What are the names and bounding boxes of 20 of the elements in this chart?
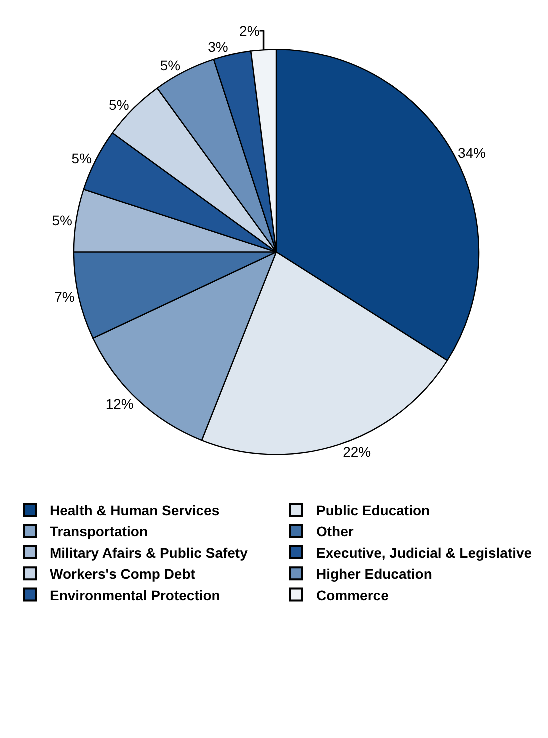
legend-label: Health & Human Services: [50, 502, 220, 518]
data-label: 12%: [106, 396, 134, 412]
legend-label: Higher Education: [316, 566, 432, 582]
legend-label: Transportation: [50, 524, 148, 540]
legend-label: Other: [316, 524, 354, 540]
data-label: 5%: [109, 96, 130, 113]
legend-label: Environmental Protection: [50, 587, 220, 604]
data-label: 3%: [208, 38, 228, 55]
legend-label: Public Education: [316, 502, 430, 518]
data-label: 7%: [54, 288, 75, 305]
data-label: 22%: [343, 444, 372, 460]
data-label: 5%: [160, 57, 181, 74]
legend-label: Military Afairs & Public Safety: [50, 544, 248, 561]
legend-label: Workers's Comp Debt: [50, 566, 196, 582]
legend-label: Commerce: [316, 587, 390, 604]
data-label: 5%: [52, 212, 72, 228]
data-label: 2%: [240, 22, 260, 39]
data-label: 34%: [458, 144, 486, 161]
legend-label: Executive, Judicial & Legislative: [316, 544, 532, 561]
data-label: 5%: [72, 150, 92, 167]
